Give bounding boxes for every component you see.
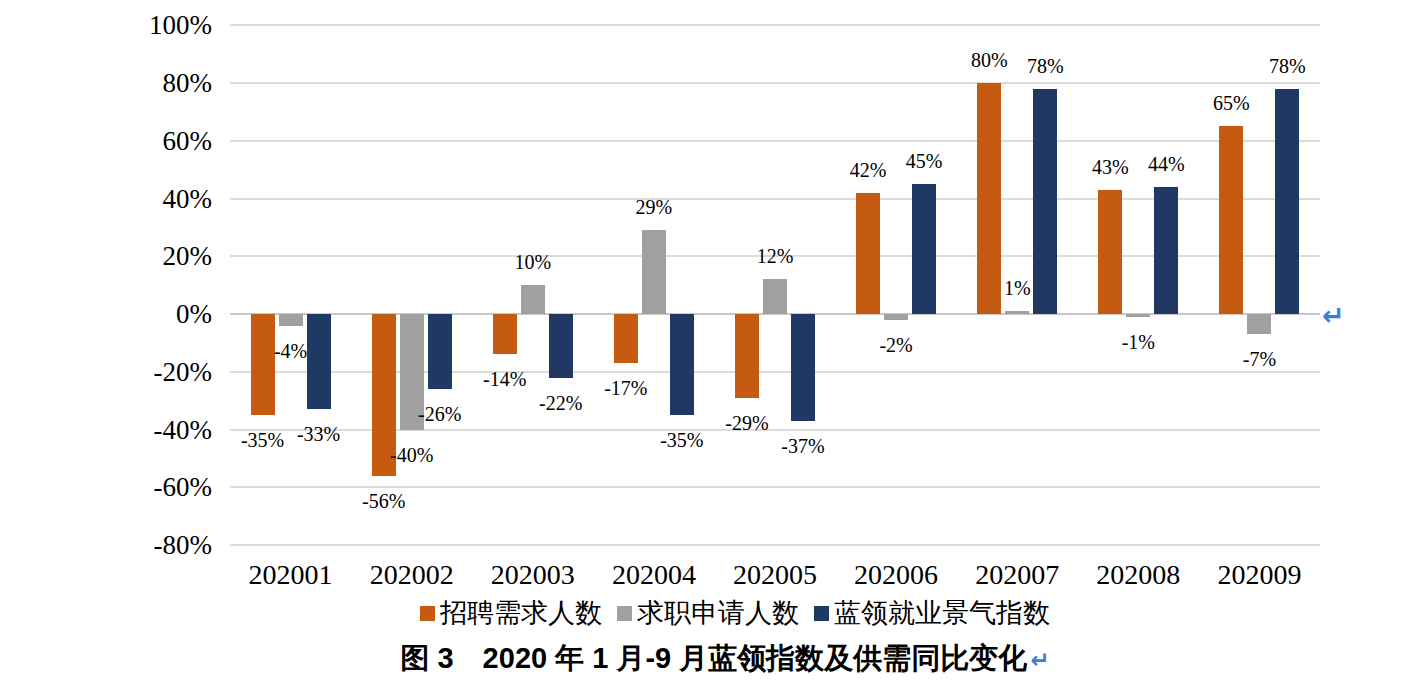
data-label: 12%	[733, 244, 817, 268]
gridline	[230, 24, 1320, 26]
bar-series3-202004	[670, 314, 694, 415]
gridline	[230, 140, 1320, 142]
legend-swatch-icon	[420, 606, 435, 621]
y-axis-tick-label: 100%	[100, 9, 212, 41]
data-label: -37%	[761, 434, 845, 458]
data-label: 29%	[612, 195, 696, 219]
bar-chart[interactable]: 100%80%60%40%20%0%-20%-40%-60%-80%-35%-4…	[0, 0, 1420, 640]
figure-caption: 图 3 2020 年 1 月-9 月蓝领指数及供需同比变化↵	[0, 639, 1420, 677]
data-label: 44%	[1124, 152, 1208, 176]
data-label: -7%	[1217, 347, 1301, 371]
bar-series3-202001	[307, 314, 331, 409]
bar-series2-202009	[1247, 314, 1271, 334]
bar-series2-202005	[763, 279, 787, 314]
bar-series2-202001	[279, 314, 303, 326]
x-axis-tick-label: 202004	[584, 560, 724, 590]
data-label: -14%	[463, 367, 547, 391]
gridline	[230, 82, 1320, 84]
data-label: -17%	[584, 376, 668, 400]
bar-series3-202003	[549, 314, 573, 378]
data-label: 10%	[491, 250, 575, 274]
x-axis-tick-label: 202007	[947, 560, 1087, 590]
data-label: 65%	[1189, 91, 1273, 115]
data-label: 78%	[1245, 54, 1329, 78]
bar-series1-202004	[614, 314, 638, 363]
legend-item: 求职申请人数	[617, 595, 799, 631]
x-axis-tick-label: 202002	[342, 560, 482, 590]
data-label: 45%	[882, 149, 966, 173]
data-label: -2%	[854, 333, 938, 357]
bar-series2-202007	[1005, 311, 1029, 314]
paragraph-return-icon: ↵	[1322, 300, 1345, 331]
legend-label: 求职申请人数	[637, 595, 799, 631]
x-axis-tick-label: 202006	[826, 560, 966, 590]
x-axis-tick-label: 202008	[1068, 560, 1208, 590]
figure-caption-text: 图 3 2020 年 1 月-9 月蓝领指数及供需同比变化	[400, 642, 1027, 674]
data-label: -29%	[705, 411, 789, 435]
gridline	[230, 544, 1320, 546]
data-label: -56%	[342, 489, 426, 513]
y-axis-tick-label: 80%	[100, 67, 212, 99]
x-axis-tick-label: 202001	[221, 560, 361, 590]
bar-series2-202008	[1126, 314, 1150, 317]
x-axis-tick-label: 202005	[705, 560, 845, 590]
legend-item: 招聘需求人数	[420, 595, 602, 631]
legend-item: 蓝领就业景气指数	[814, 595, 1050, 631]
chart-legend: 招聘需求人数求职申请人数蓝领就业景气指数	[230, 596, 1240, 630]
y-axis-tick-label: -20%	[100, 356, 212, 388]
legend-label: 蓝领就业景气指数	[834, 595, 1050, 631]
bar-series3-202005	[791, 314, 815, 421]
bar-series1-202009	[1219, 126, 1243, 314]
bar-series2-202006	[884, 314, 908, 320]
x-axis-tick-label: 202003	[463, 560, 603, 590]
data-label: 78%	[1003, 54, 1087, 78]
bar-series1-202005	[735, 314, 759, 398]
bar-series3-202002	[428, 314, 452, 389]
paragraph-return-icon: ↵	[1030, 647, 1049, 673]
y-axis-tick-label: -60%	[100, 471, 212, 503]
bar-series2-202004	[642, 230, 666, 314]
word-document-page: { "chart_data": { "type": "bar", "title"…	[0, 0, 1420, 700]
y-axis-tick-label: 0%	[100, 298, 212, 330]
bar-series1-202001	[251, 314, 275, 415]
bar-series3-202006	[912, 184, 936, 314]
bar-series3-202008	[1154, 187, 1178, 314]
data-label: -1%	[1096, 330, 1180, 354]
bar-series2-202003	[521, 285, 545, 314]
bar-series1-202003	[493, 314, 517, 354]
y-axis-tick-label: 60%	[100, 125, 212, 157]
y-axis-tick-label: -40%	[100, 414, 212, 446]
bar-series3-202007	[1033, 89, 1057, 314]
data-label: -40%	[370, 443, 454, 467]
legend-swatch-icon	[814, 606, 829, 621]
x-axis-tick-label: 202009	[1189, 560, 1329, 590]
y-axis-tick-label: 40%	[100, 183, 212, 215]
data-label: -33%	[277, 422, 361, 446]
bar-series1-202008	[1098, 190, 1122, 314]
bar-series3-202009	[1275, 89, 1299, 314]
legend-label: 招聘需求人数	[440, 595, 602, 631]
data-label: -26%	[398, 402, 482, 426]
y-axis-tick-label: 20%	[100, 240, 212, 272]
legend-swatch-icon	[617, 606, 632, 621]
y-axis-tick-label: -80%	[100, 529, 212, 561]
bar-series1-202006	[856, 193, 880, 314]
